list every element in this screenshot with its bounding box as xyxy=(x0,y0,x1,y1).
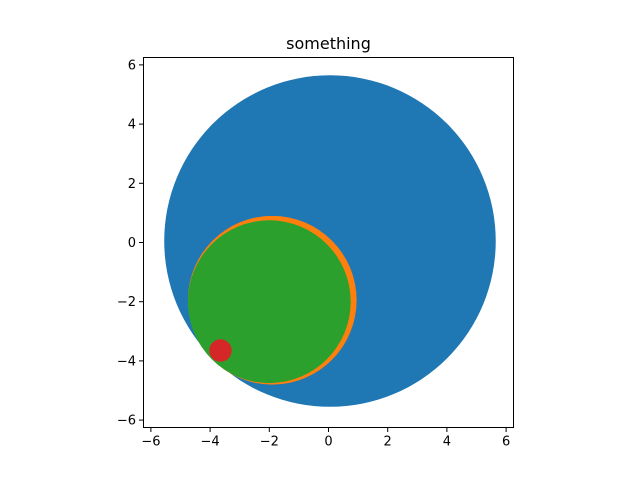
y-tick-label: 4 xyxy=(128,118,136,133)
circle-2 xyxy=(187,220,351,384)
x-tick-label: 0 xyxy=(324,435,332,450)
y-tick-label: −2 xyxy=(117,295,136,310)
y-tick-label: −4 xyxy=(117,354,136,369)
y-tick-label: 0 xyxy=(128,236,136,251)
y-tick-label: 6 xyxy=(128,58,136,73)
y-tick-label: 2 xyxy=(128,177,136,192)
x-tick-label: 4 xyxy=(443,435,451,450)
x-tick-label: −2 xyxy=(260,435,279,450)
y-tick-label: −6 xyxy=(117,414,136,429)
circles-layer xyxy=(164,75,496,407)
chart-title: something xyxy=(286,34,371,53)
circle-3 xyxy=(209,339,232,362)
x-tick-label: −4 xyxy=(201,435,220,450)
x-tick-label: 6 xyxy=(502,435,510,450)
x-tick-label: 2 xyxy=(384,435,392,450)
axes: −6 −4 −2 0 2 4 6 −6 −4 −2 0 2 4 6 xyxy=(117,57,514,450)
x-tick-label: −6 xyxy=(141,435,160,450)
